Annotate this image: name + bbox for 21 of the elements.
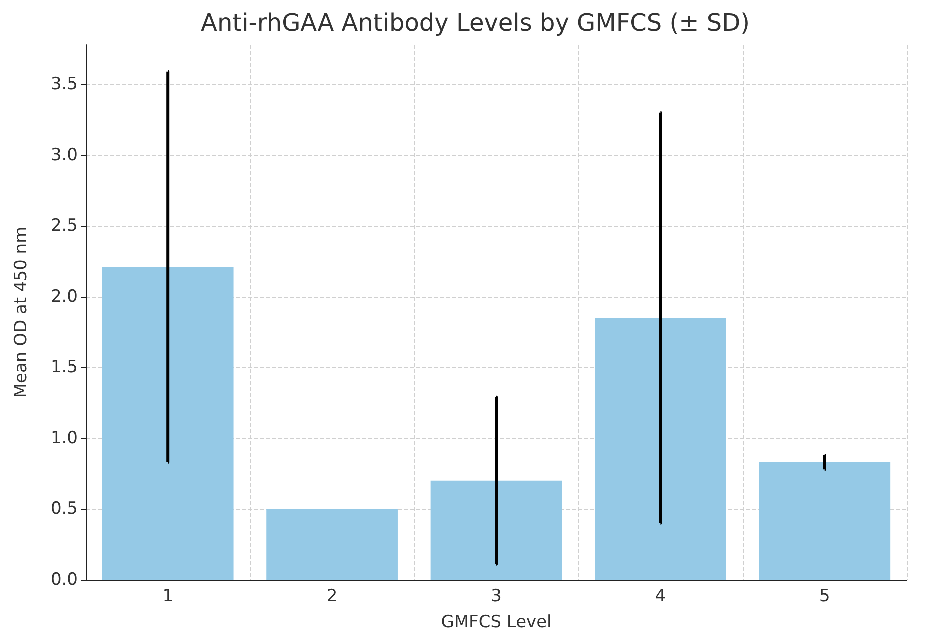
chart-title: Anti-rhGAA Antibody Levels by GMFCS (± SD) bbox=[201, 9, 750, 37]
y-tick-label: 3.5 bbox=[50, 74, 78, 95]
y-tick-label: 3.0 bbox=[50, 145, 78, 166]
y-tick-label: 1.5 bbox=[50, 358, 78, 378]
y-axis-title: Mean OD at 450 nm bbox=[12, 226, 32, 398]
bar bbox=[759, 462, 891, 580]
bar bbox=[266, 509, 398, 580]
y-tick-label: 1.0 bbox=[50, 428, 78, 448]
x-tick-label: 1 bbox=[162, 586, 174, 606]
bar bbox=[430, 480, 562, 580]
y-tick-label: 0.5 bbox=[50, 499, 78, 520]
x-tick-label: 3 bbox=[491, 586, 502, 606]
x-axis-title: GMFCS Level bbox=[441, 612, 552, 632]
x-tick-label: 4 bbox=[655, 586, 666, 606]
y-tick-label: 2.0 bbox=[50, 286, 78, 307]
y-tick-label: 2.5 bbox=[50, 216, 78, 236]
x-tick-label: 2 bbox=[326, 586, 338, 606]
bar bbox=[595, 318, 726, 580]
bar bbox=[102, 267, 234, 580]
x-tick-label: 5 bbox=[819, 586, 830, 606]
y-tick-label: 0.0 bbox=[50, 570, 78, 590]
